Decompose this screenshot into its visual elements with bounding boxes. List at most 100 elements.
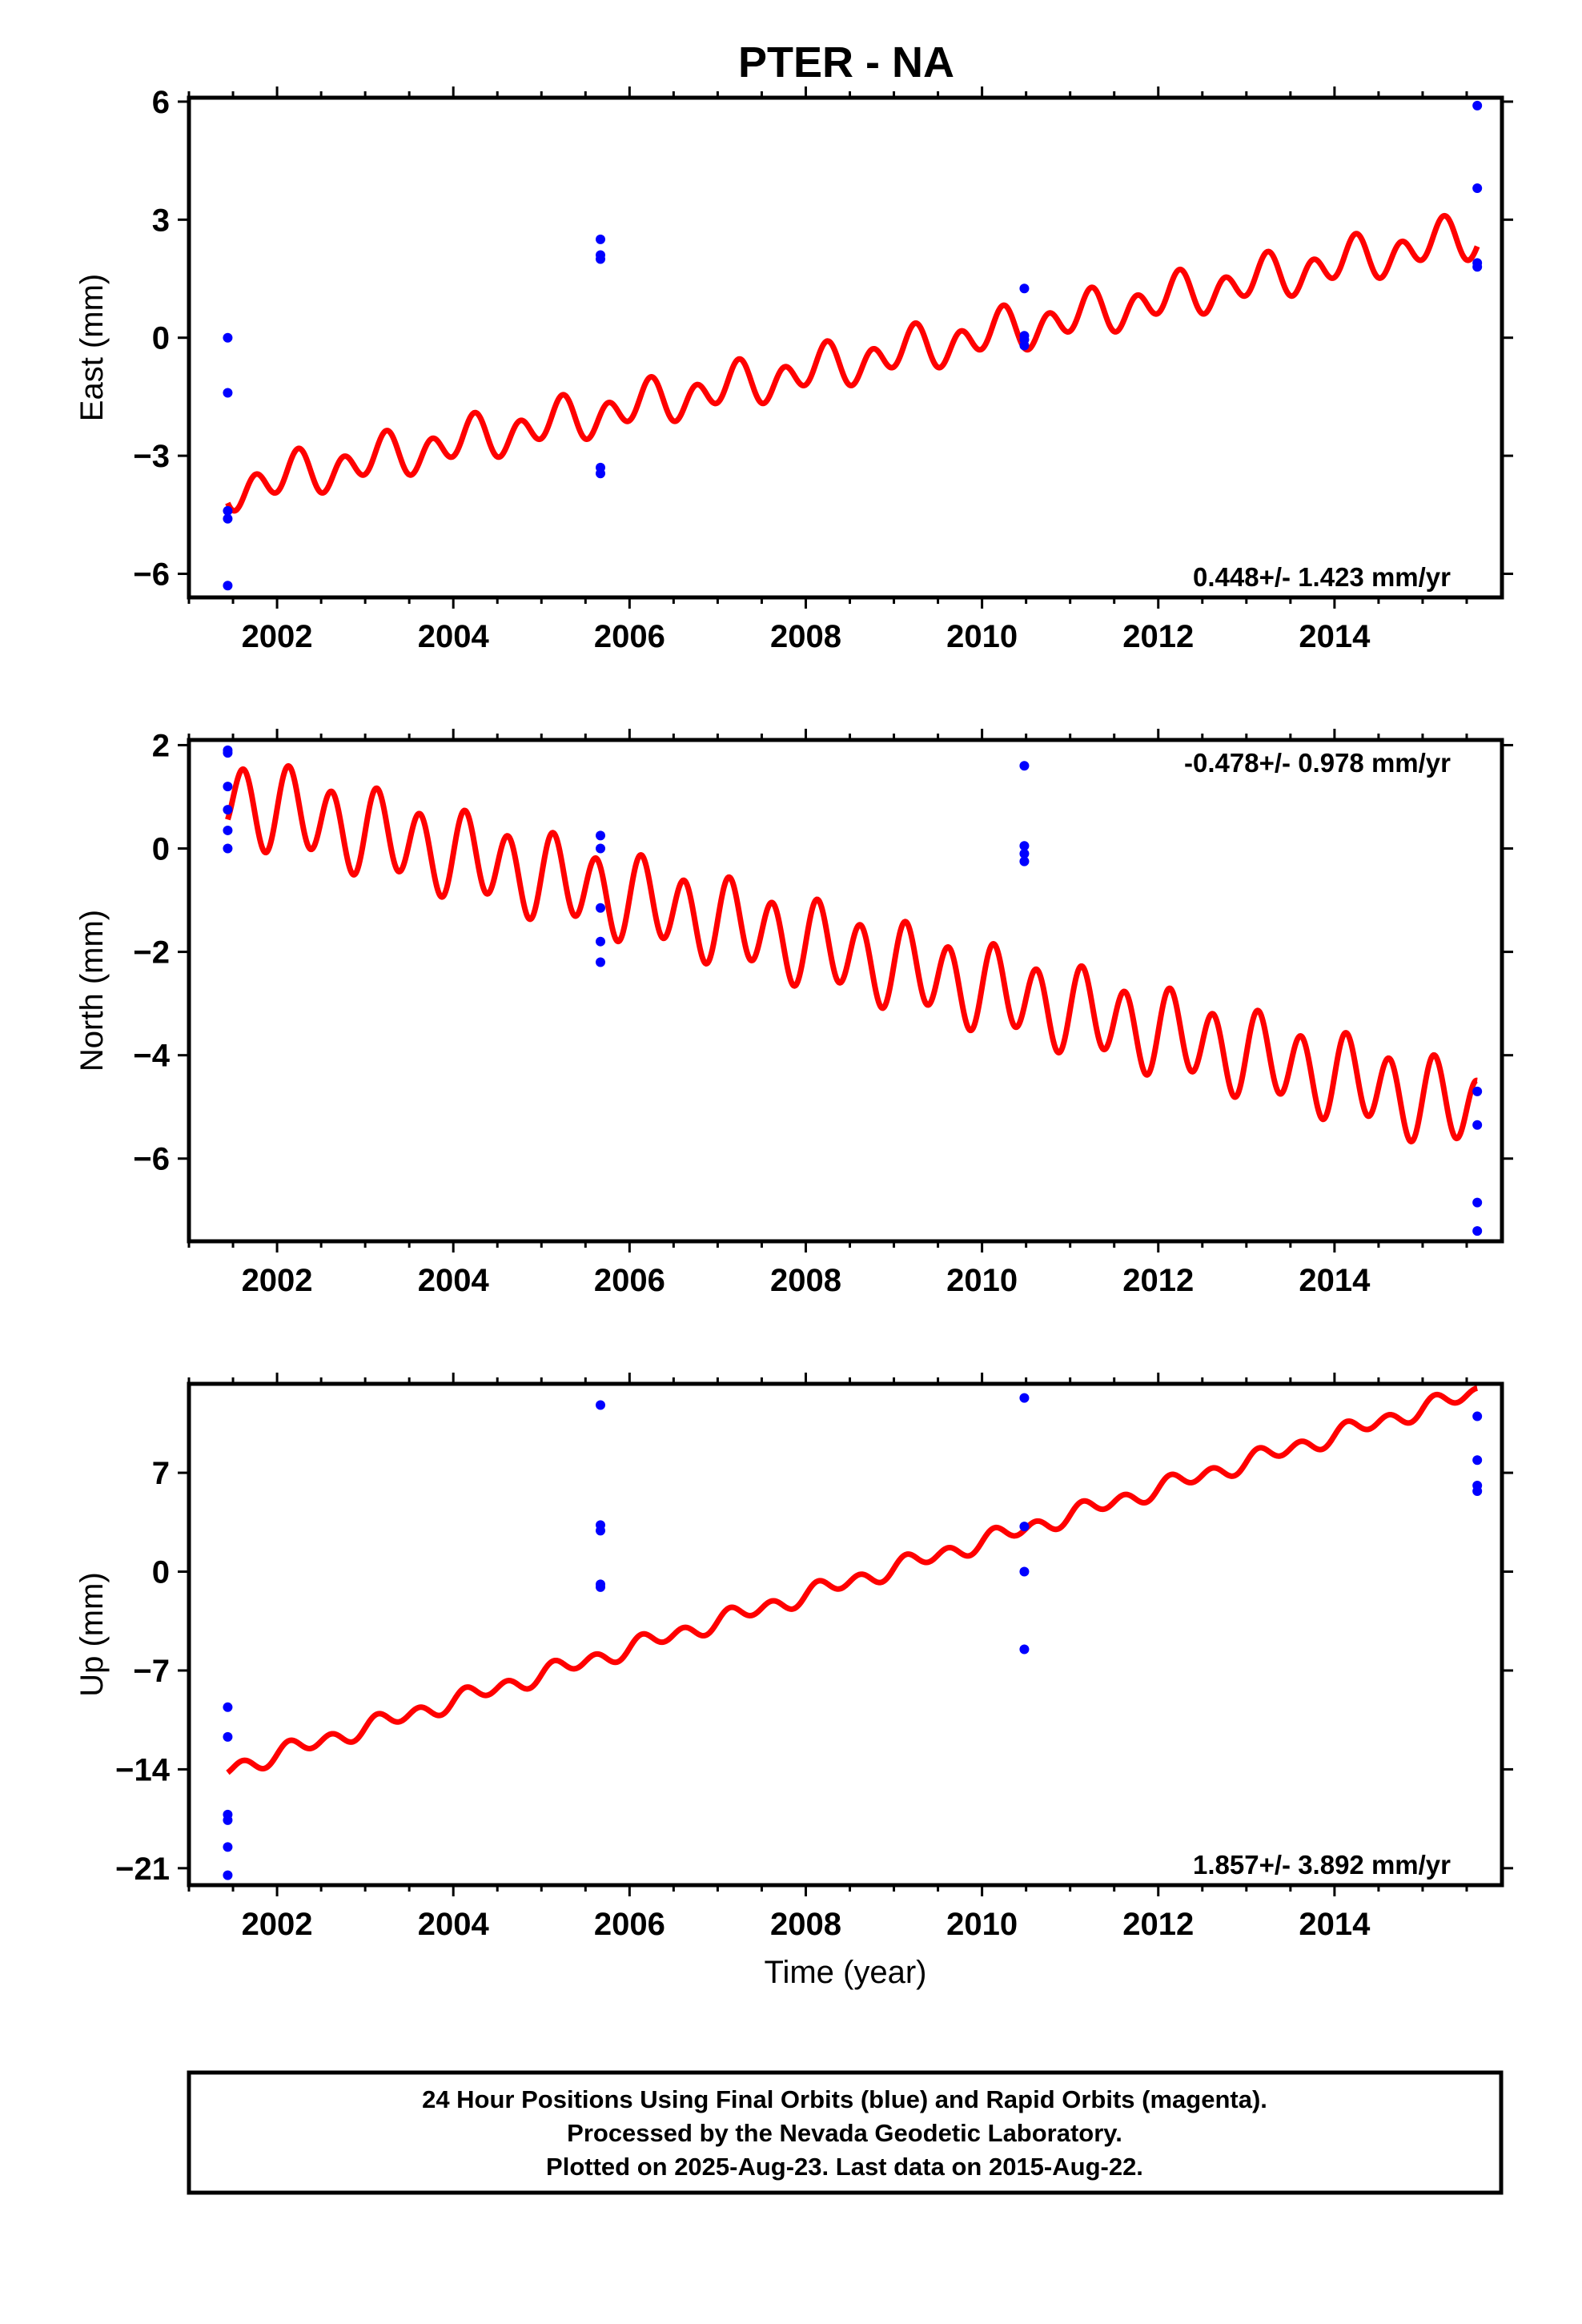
final-orbit-point [1472,1197,1483,1208]
plot-area [223,100,1483,591]
x-tick-label: 2006 [594,1907,665,1942]
y-tick-label: −6 [133,557,170,593]
final-orbit-point [223,1731,233,1742]
final-orbit-point [1019,1393,1030,1403]
final-orbit-point [223,513,233,524]
y-tick-label: −7 [133,1654,170,1689]
model-curve [225,212,1480,514]
y-tick-label: 0 [152,321,170,356]
final-orbit-point [596,254,606,264]
final-orbit-point [596,1400,606,1410]
y-tick-label: 7 [152,1456,170,1491]
x-tick-label: 2002 [242,619,313,654]
y-axis-label: East (mm) [74,274,110,421]
x-tick-label: 2012 [1122,1907,1194,1942]
footer-box: 24 Hour Positions Using Final Orbits (bl… [187,2070,1504,2195]
final-orbit-point [223,505,233,516]
east-panel: 2002 2004 2006 2008 2010 2012 2014 6 3 0 −3 −6 East … [74,85,1513,654]
final-orbit-point [1019,340,1030,351]
final-orbit-point [1472,1411,1483,1421]
final-orbit-point [223,748,233,758]
y-tick-label: −4 [133,1039,170,1074]
final-orbit-point [596,468,606,479]
north-panel: 2002 2004 2006 2008 2010 2012 2014 2 0 −2 −4 −6 Nort… [74,728,1513,1298]
x-tick-label: 2006 [594,1263,665,1298]
x-tick-label: 2006 [594,619,665,654]
y-axis-label: Up (mm) [74,1572,110,1697]
x-tick-label: 2004 [418,619,490,654]
final-orbit-point [1019,761,1030,771]
final-orbit-point [1019,856,1030,866]
final-orbit-point [596,936,606,947]
final-orbit-point [1019,848,1030,858]
plot-frame [187,1381,1504,1888]
final-orbit-point [1019,1644,1030,1655]
x-tick-label: 2004 [418,1907,490,1942]
final-orbit-point [223,1842,233,1852]
final-orbit-point [223,843,233,854]
x-tick-label: 2010 [946,619,1018,654]
final-orbit-point [223,1702,233,1712]
final-orbit-point [223,388,233,398]
model-curve [225,762,1480,1145]
plot-frame [187,738,1504,1244]
y-tick-label: 6 [152,85,170,120]
x-tick-label: 2010 [946,1907,1018,1942]
y-tick-label: −21 [115,1852,170,1887]
x-tick-label: 2014 [1299,1907,1371,1942]
plot-area [223,1385,1483,1880]
x-tick-label: 2010 [946,1263,1018,1298]
y-tick-label: −14 [115,1752,171,1787]
final-orbit-point [1019,1566,1030,1577]
footer-line-3: Plotted on 2025-Aug-23. Last data on 201… [546,2153,1143,2181]
final-orbit-point [1472,1086,1483,1096]
x-tick-label: 2002 [242,1907,313,1942]
final-orbit-point [223,332,233,343]
footer-line-1: 24 Hour Positions Using Final Orbits (bl… [422,2085,1267,2113]
figure-title: PTER - NA [738,38,954,86]
velocity-label: -0.478+/- 0.978 mm/yr [1184,748,1451,778]
final-orbit-point [223,782,233,792]
final-orbit-point [1019,1522,1030,1532]
final-orbit-point [1472,1486,1483,1497]
plot-frame [187,95,1504,600]
velocity-label: 0.448+/- 1.423 mm/yr [1193,562,1451,592]
footer-line-2: Processed by the Nevada Geodetic Laborat… [567,2119,1122,2147]
final-orbit-point [1472,1120,1483,1130]
x-tick-label: 2008 [770,1907,841,1942]
x-tick-label: 2008 [770,619,841,654]
velocity-label: 1.857+/- 3.892 mm/yr [1193,1850,1451,1880]
x-tick-label: 2002 [242,1263,313,1298]
final-orbit-point [596,903,606,913]
y-tick-label: 2 [152,728,170,763]
x-tick-label: 2014 [1299,619,1371,654]
final-orbit-point [1472,183,1483,194]
final-orbit-point [596,234,606,244]
x-tick-label: 2008 [770,1263,841,1298]
final-orbit-point [596,1582,606,1592]
final-orbit-point [223,581,233,591]
up-panel: 2002 2004 2006 2008 2010 2012 2014 7 0 −7 −14 −21 Up… [74,1373,1513,1990]
final-orbit-point [1019,283,1030,294]
final-orbit-point [223,1870,233,1880]
x-tick-label: 2004 [418,1263,490,1298]
final-orbit-point [596,843,606,854]
final-orbit-point [223,825,233,835]
final-orbit-point [1472,1455,1483,1466]
final-orbit-point [596,830,606,841]
y-axis-label: North (mm) [74,910,110,1072]
x-tick-label: 2014 [1299,1263,1371,1298]
model-curve [226,1385,1480,1775]
x-axis-label: Time (year) [765,1955,927,1990]
final-orbit-point [1472,262,1483,272]
final-orbit-point [223,1815,233,1825]
x-tick-label: 2012 [1122,619,1194,654]
y-tick-label: −3 [133,439,170,474]
y-tick-label: −6 [133,1142,170,1177]
y-tick-label: 3 [152,203,170,238]
final-orbit-point [1472,1226,1483,1236]
x-tick-label: 2012 [1122,1263,1194,1298]
final-orbit-point [596,957,606,967]
plot-area [223,745,1483,1236]
